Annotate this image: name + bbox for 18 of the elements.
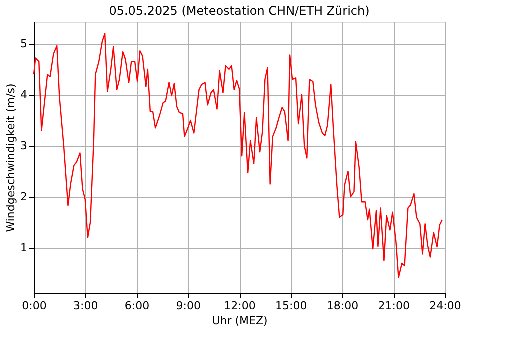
y-tick-label: 2 (20, 190, 28, 204)
x-tick-label: 15:00 (276, 300, 308, 312)
x-tick-label: 6:00 (124, 300, 150, 312)
y-tick-label: 1 (20, 242, 28, 255)
x-tick-label: 21:00 (378, 300, 410, 312)
x-tick-label: 0:00 (22, 300, 47, 312)
x-tick-label: 18:00 (326, 300, 359, 312)
x-tick-label: 24:00 (430, 300, 462, 312)
y-tick-label: 4 (20, 88, 28, 102)
line-series (33, 33, 444, 278)
chart-title: 05.05.2025 (Meteostation CHN/ETH Zürich) (109, 4, 370, 18)
x-tick-label: 9:00 (176, 300, 201, 312)
y-axis-title: Windgeschwindigkeit (m/s) (4, 84, 18, 232)
x-axis-title: Uhr (MEZ) (212, 314, 268, 328)
x-tick-label: 12:00 (224, 300, 256, 312)
y-tick-label: 3 (20, 140, 28, 153)
y-tick-label: 5 (20, 37, 28, 50)
x-tick-label: 3:00 (74, 300, 98, 312)
